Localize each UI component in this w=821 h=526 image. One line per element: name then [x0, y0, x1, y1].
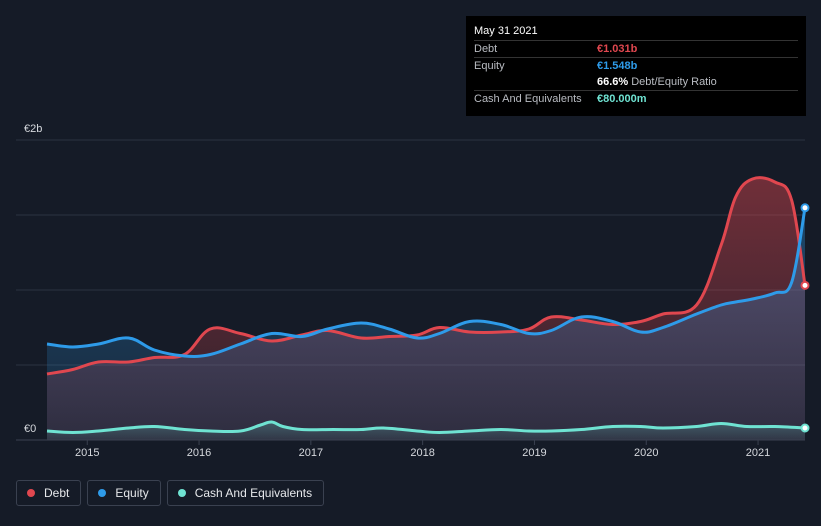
tooltip-equity-label: Equity — [474, 60, 505, 72]
series-equity-area — [47, 207, 805, 440]
tooltip-cash-value: €80.000m — [597, 93, 647, 105]
x-tick-label: 2019 — [522, 447, 546, 459]
legend-cash-label: Cash And Equivalents — [194, 486, 313, 500]
tooltip-equity-row: Equity €1.548b — [474, 57, 798, 74]
tooltip-ratio-row: 66.6% Debt/Equity Ratio — [474, 74, 798, 90]
legend-equity-label: Equity — [115, 486, 149, 500]
y-tick-label-zero: €0 — [24, 423, 36, 435]
x-tick-label: 2017 — [299, 447, 323, 459]
tooltip-cash-label: Cash And Equivalents — [474, 93, 582, 105]
axes: €2b €0 2015 2016 2017 2018 2019 2020 2021 — [16, 123, 805, 459]
data-tooltip: May 31 2021 Debt €1.031b Equity €1.548b … — [466, 16, 806, 116]
legend-item-equity[interactable]: Equity — [87, 480, 161, 506]
series-equity-line — [46, 207, 807, 358]
legend-equity-dot-icon — [98, 489, 107, 497]
tooltip-debt-label: Debt — [474, 43, 498, 55]
x-tick-label: 2018 — [410, 447, 434, 459]
x-tick-label: 2020 — [634, 447, 658, 459]
x-tick-label: 2016 — [187, 447, 211, 459]
series-cash-line — [46, 420, 806, 434]
series-debt-end-marker — [800, 280, 810, 290]
end-point-markers — [800, 203, 810, 433]
tooltip-debt-value: €1.031b — [597, 43, 638, 55]
series-equity-end-marker — [800, 203, 810, 213]
series-cash-end-marker — [800, 423, 810, 433]
legend-debt-label: Debt — [44, 486, 70, 500]
legend-cash-dot-icon — [177, 489, 186, 497]
tooltip-ratio-value: 66.6% — [597, 76, 629, 88]
tooltip-cash-row: Cash And Equivalents €80.000m — [474, 90, 798, 107]
tooltip-equity-value: €1.548b — [597, 60, 638, 72]
tooltip-date: May 31 2021 — [474, 25, 538, 37]
chart-legend: Debt Equity Cash And Equivalents — [16, 480, 325, 506]
series-lines — [46, 176, 807, 434]
legend-item-debt[interactable]: Debt — [16, 480, 82, 506]
x-tick-label: 2015 — [75, 447, 99, 459]
tooltip-debt-row: Debt €1.031b — [474, 40, 798, 57]
x-tick-label: 2021 — [746, 447, 770, 459]
tooltip-ratio-label: Debt/Equity Ratio — [631, 76, 717, 88]
y-tick-label-top: €2b — [24, 123, 42, 135]
legend-debt-dot-icon — [27, 489, 35, 497]
legend-item-cash[interactable]: Cash And Equivalents — [166, 480, 325, 506]
